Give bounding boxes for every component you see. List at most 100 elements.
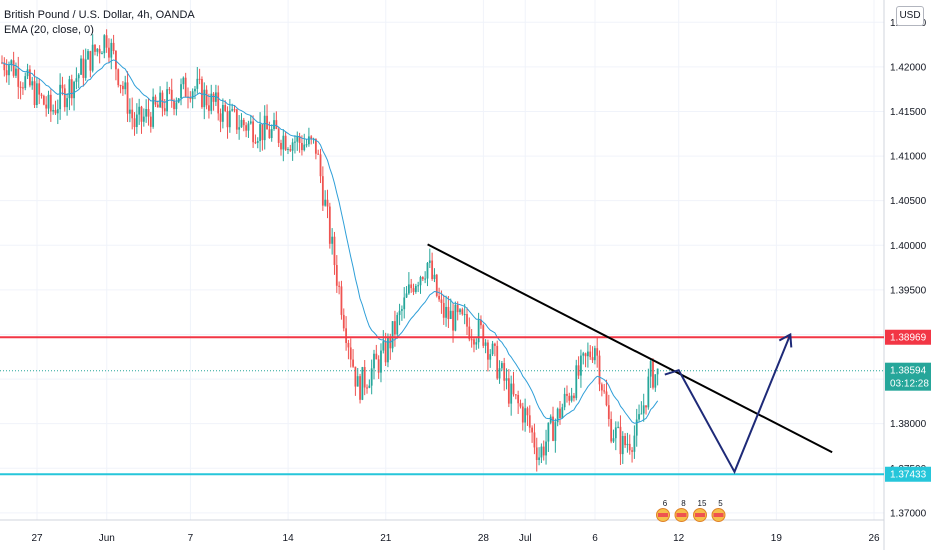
candle-body [638,414,640,420]
price-tick-label: 1.41000 [890,152,927,163]
candle-body [252,121,254,143]
ema-indicator-label[interactable]: EMA (20, close, 0) [4,24,94,36]
candle-body [245,125,248,131]
candle-body [561,407,564,419]
candle-body [284,135,287,150]
projection-arrowhead [778,332,793,348]
candle-body [296,135,299,142]
candle-body [645,405,647,408]
candle-body [414,285,417,292]
candle-body [29,69,31,86]
candle-body [368,385,371,388]
candle-body [308,136,310,145]
candle-body [133,118,136,128]
candle-body [94,44,96,52]
candle-body [303,144,306,151]
candle-body [345,328,347,343]
event-count-label: 8 [681,499,686,508]
candle-body [19,86,22,88]
candle-body [205,89,208,106]
candle-body [63,88,66,108]
candle-body [270,129,273,139]
candle-body [447,306,450,319]
price-tick-label: 1.39500 [890,285,927,296]
candle-body [305,144,308,146]
candle-body [301,142,303,151]
candle-body [15,68,17,76]
candle-body [224,105,227,112]
candle-body [426,262,429,279]
candle-body [363,367,366,388]
currency-button[interactable]: USD [896,6,924,26]
support-price-tag: 1.37433 [885,466,931,482]
candle-body [22,87,24,89]
candle-body [80,58,82,75]
candle-body [98,48,101,54]
candle-body [56,109,59,114]
candle-body [505,378,508,381]
candle-body [33,81,36,106]
candle-body [470,339,473,341]
candle-body [198,78,201,80]
candle-body [194,88,196,92]
candle-body [547,422,550,442]
candle-body [570,395,573,401]
candle-body [526,408,529,416]
candle-body [480,319,482,326]
time-tick-label: 7 [188,533,194,544]
candle-body [108,47,110,58]
candle-body [182,77,185,85]
time-tick-label: 14 [283,533,295,544]
candle-body [268,129,271,139]
candle-body [35,83,38,106]
time-tick-label: Jul [519,533,532,544]
ema-line [1,59,659,424]
candle-body [184,77,187,97]
candle-body [70,79,73,99]
time-tick-label: 27 [31,533,43,544]
candle-body [503,363,506,381]
candle-body [173,100,175,110]
candle-body [47,94,50,109]
bar-countdown: 03:12:28 [890,379,929,390]
candle-body [500,363,503,369]
candle-body [356,376,359,387]
candle-body [424,278,427,280]
candle-body [161,92,164,109]
candle-body [603,390,606,392]
candle-body [210,93,213,111]
candle-body [512,383,515,395]
candle-body [156,104,159,108]
candle-body [559,408,561,419]
candle-body [626,443,629,446]
candle-body [342,314,345,329]
candle-body [454,304,457,331]
candle-body [201,79,203,108]
candle-body [496,345,499,379]
candle-body [191,91,194,100]
candle-body [240,119,243,128]
candle-body [256,141,259,143]
candle-body [217,92,220,114]
candle-body [26,69,29,77]
candle-body [538,457,540,460]
candle-body [652,361,654,388]
candle-body [289,149,292,151]
candle-body [147,108,150,117]
candle-body [115,50,117,70]
candle-body [352,359,354,367]
candle-body [649,361,652,377]
candle-body [68,79,71,99]
candle-body [619,426,622,455]
grid [0,0,884,520]
candle-body [140,106,143,122]
candle-body [531,427,533,433]
candle-body [607,405,610,420]
candle-body [82,58,85,78]
candle-body [149,116,152,127]
candle-body [628,443,631,451]
candle-body [324,199,327,206]
candle-body [403,297,406,310]
candle-body [519,403,522,407]
